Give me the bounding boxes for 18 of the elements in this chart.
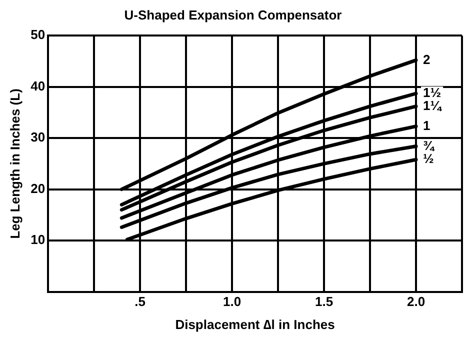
- y-tick-label: 50: [30, 27, 46, 42]
- series-label: 1¼: [423, 98, 442, 113]
- series-label: 1: [423, 118, 430, 133]
- y-axis-title: Leg Length in Inches (L): [7, 88, 22, 239]
- y-tick-label: 40: [30, 78, 46, 94]
- series-label: ½: [423, 151, 434, 166]
- chart-title: U-Shaped Expansion Compensator: [124, 7, 342, 22]
- x-tick-label: 1.5: [314, 294, 334, 310]
- series-label: 1½: [423, 85, 442, 100]
- y-tick-label: 30: [30, 130, 46, 145]
- series-label: ¾: [423, 138, 436, 153]
- x-axis-title: Displacement ∆l in Inches: [175, 316, 335, 332]
- x-tick-label: .5: [134, 294, 146, 310]
- x-tick-label: 1.0: [222, 294, 242, 310]
- x-tick-label: 2.0: [406, 294, 426, 310]
- y-tick-label: 10: [30, 232, 46, 248]
- y-tick-label: 20: [30, 180, 46, 196]
- series-label: 2: [423, 52, 430, 67]
